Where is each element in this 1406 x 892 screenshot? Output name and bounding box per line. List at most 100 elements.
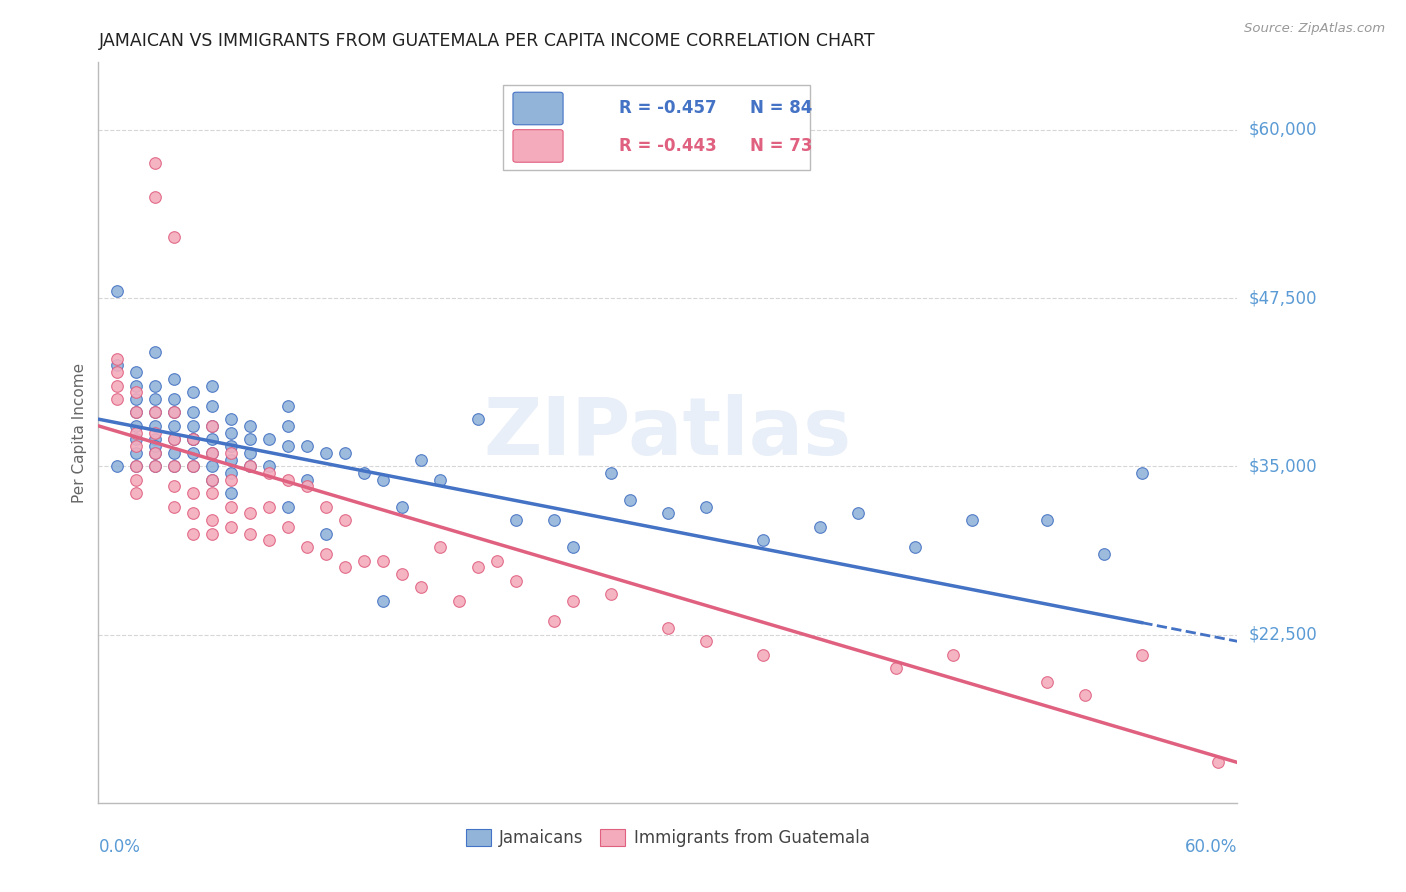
Point <box>145 418 167 433</box>
Point <box>125 433 148 447</box>
Point <box>1036 674 1059 689</box>
Point <box>277 439 299 453</box>
Text: $35,000: $35,000 <box>1249 458 1317 475</box>
Point <box>163 418 186 433</box>
Text: $60,000: $60,000 <box>1249 120 1317 139</box>
Point <box>315 547 337 561</box>
Point <box>1132 466 1154 480</box>
Point <box>449 594 471 608</box>
Point <box>163 459 186 474</box>
Point <box>277 500 299 514</box>
Point <box>239 459 262 474</box>
Point <box>221 412 243 426</box>
Point <box>1094 547 1116 561</box>
Point <box>145 344 167 359</box>
Point <box>353 466 375 480</box>
Point <box>183 405 205 419</box>
Point <box>145 378 167 392</box>
Point <box>125 378 148 392</box>
Point <box>201 513 224 527</box>
Point <box>201 399 224 413</box>
Text: $22,500: $22,500 <box>1249 625 1317 643</box>
Point <box>221 500 243 514</box>
Point <box>201 418 224 433</box>
Point <box>125 473 148 487</box>
Point <box>695 634 717 648</box>
Point <box>562 594 585 608</box>
Point <box>543 513 565 527</box>
Point <box>371 553 394 567</box>
Point <box>201 418 224 433</box>
Point <box>221 425 243 440</box>
Y-axis label: Per Capita Income: Per Capita Income <box>72 362 87 503</box>
Legend: Jamaicans, Immigrants from Guatemala: Jamaicans, Immigrants from Guatemala <box>460 822 876 854</box>
FancyBboxPatch shape <box>513 129 562 162</box>
Point <box>239 459 262 474</box>
Point <box>183 433 205 447</box>
Point <box>619 492 641 507</box>
Point <box>125 459 148 474</box>
Point <box>259 466 281 480</box>
Point <box>657 507 679 521</box>
Point <box>125 385 148 400</box>
Point <box>1208 756 1230 770</box>
Point <box>505 513 527 527</box>
Point <box>335 513 357 527</box>
Point <box>201 486 224 500</box>
Point <box>183 418 205 433</box>
Point <box>259 533 281 548</box>
Point <box>239 507 262 521</box>
Point <box>163 500 186 514</box>
Point <box>201 459 224 474</box>
Point <box>183 459 205 474</box>
Point <box>183 459 205 474</box>
Point <box>411 452 433 467</box>
Text: R = -0.443: R = -0.443 <box>619 137 717 155</box>
Point <box>371 594 394 608</box>
Point <box>125 486 148 500</box>
Point <box>145 405 167 419</box>
Point <box>125 405 148 419</box>
Point <box>201 473 224 487</box>
Point <box>353 553 375 567</box>
Point <box>163 459 186 474</box>
Point <box>904 540 927 554</box>
Point <box>221 473 243 487</box>
Point <box>562 540 585 554</box>
Text: ZIPatlas: ZIPatlas <box>484 393 852 472</box>
Text: 60.0%: 60.0% <box>1185 838 1237 855</box>
Point <box>277 399 299 413</box>
Point <box>752 648 775 662</box>
Point <box>145 439 167 453</box>
Point <box>259 433 281 447</box>
Point <box>145 156 167 170</box>
Point <box>277 520 299 534</box>
Point <box>183 526 205 541</box>
Point <box>505 574 527 588</box>
Point <box>391 500 413 514</box>
Text: R = -0.457: R = -0.457 <box>619 100 717 118</box>
Point <box>107 459 129 474</box>
FancyBboxPatch shape <box>513 92 562 125</box>
Point <box>221 446 243 460</box>
Point <box>960 513 983 527</box>
Point <box>163 405 186 419</box>
Point <box>695 500 717 514</box>
Point <box>335 560 357 574</box>
Point <box>183 433 205 447</box>
Point <box>107 351 129 366</box>
Point <box>942 648 965 662</box>
Point <box>315 446 337 460</box>
Point <box>467 560 489 574</box>
Point <box>239 418 262 433</box>
Point <box>125 392 148 406</box>
Point <box>411 581 433 595</box>
Point <box>145 190 167 204</box>
Point <box>183 433 205 447</box>
Text: N = 73: N = 73 <box>749 137 813 155</box>
Point <box>297 540 319 554</box>
Point <box>145 459 167 474</box>
Point <box>221 452 243 467</box>
Point <box>371 473 394 487</box>
Point <box>145 433 167 447</box>
